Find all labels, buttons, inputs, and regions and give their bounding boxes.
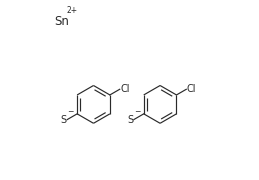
Text: S: S [61,114,67,125]
Text: Cl: Cl [187,84,196,94]
Text: Sn: Sn [54,15,69,28]
Text: −: − [134,107,140,116]
Text: S: S [127,114,133,125]
Text: Cl: Cl [120,84,130,94]
Text: 2+: 2+ [66,6,77,15]
Text: −: − [67,107,74,116]
